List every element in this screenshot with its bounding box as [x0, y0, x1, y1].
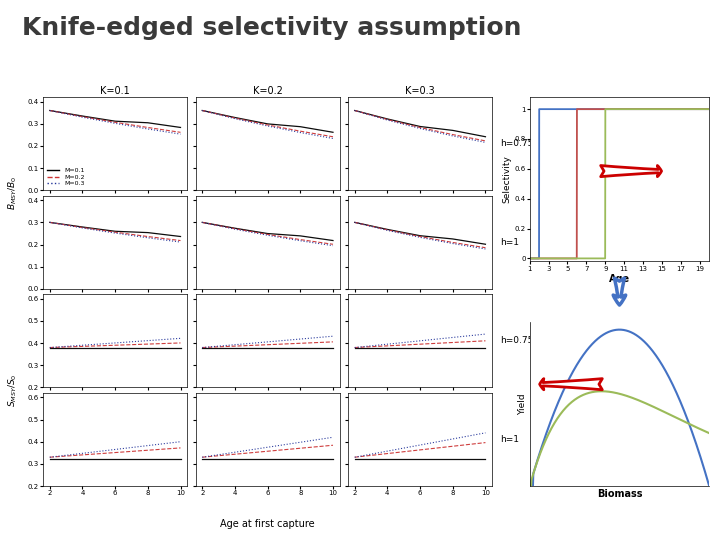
Y-axis label: Selectivity: Selectivity — [503, 156, 511, 203]
Text: h=1: h=1 — [500, 238, 520, 247]
Title: K=0.1: K=0.1 — [100, 86, 130, 97]
Text: h=0.75: h=0.75 — [500, 336, 534, 346]
Text: $B_{MSY}$/$B_0$: $B_{MSY}$/$B_0$ — [6, 176, 19, 210]
Text: Knife-edged selectivity assumption: Knife-edged selectivity assumption — [22, 16, 521, 40]
Text: h=1: h=1 — [500, 435, 520, 444]
Title: K=0.3: K=0.3 — [405, 86, 435, 97]
Text: h=0.75: h=0.75 — [500, 139, 534, 148]
Text: Age at first capture: Age at first capture — [220, 519, 315, 529]
Legend: M=0.1, M=0.2, M=0.3: M=0.1, M=0.2, M=0.3 — [46, 167, 86, 187]
Title: K=0.2: K=0.2 — [253, 86, 282, 97]
Text: $S_{MSY}$/$S_0$: $S_{MSY}$/$S_0$ — [6, 373, 19, 407]
Y-axis label: Yield: Yield — [518, 393, 527, 415]
X-axis label: Biomass: Biomass — [597, 489, 642, 499]
X-axis label: Age: Age — [609, 274, 630, 285]
